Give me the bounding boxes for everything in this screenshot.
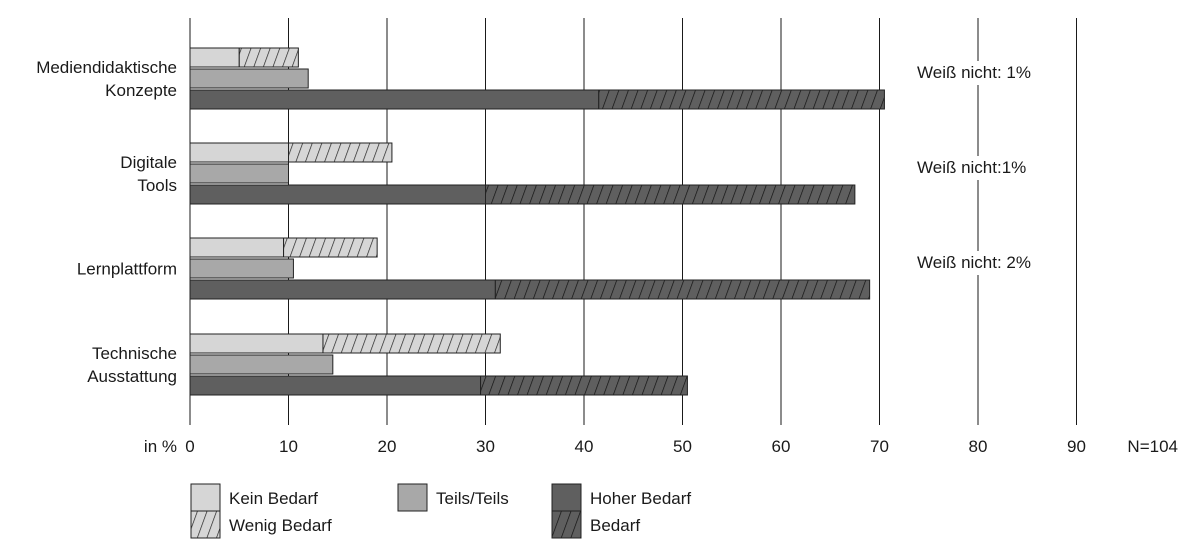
bar-lernplattform-teils-teils xyxy=(189,258,294,279)
bar-digitale-tools-hoher-bedarf xyxy=(189,184,486,205)
category-label-digitale-tools-line-1: Digitale xyxy=(120,153,177,172)
x-tick-label-20: 20 xyxy=(378,437,397,456)
legend-swatch-kein-bedarf xyxy=(190,483,221,512)
bars xyxy=(189,47,885,396)
bar-technische-ausstattung-kein-bedarf xyxy=(189,333,324,354)
x-tick-label-10: 10 xyxy=(279,437,298,456)
x-tick-label-80: 80 xyxy=(969,437,988,456)
x-tick-label-60: 60 xyxy=(772,437,791,456)
bar-mediendidaktische-konzepte-kein-bedarf xyxy=(189,47,240,68)
annotation-weiss-nicht-digitale-tools: Weiß nicht:1% xyxy=(917,158,1026,177)
x-tick-label-90: 90 xyxy=(1067,437,1086,456)
legend-label-kein-bedarf: Kein Bedarf xyxy=(229,489,318,508)
category-label-technische-ausstattung-line-1: Technische xyxy=(92,344,177,363)
bar-mediendidaktische-konzepte-wenig-bedarf xyxy=(238,47,299,68)
legend-swatch-bedarf xyxy=(551,510,582,539)
bar-technische-ausstattung-wenig-bedarf xyxy=(322,333,501,354)
bar-digitale-tools-kein-bedarf xyxy=(189,142,289,163)
category-label-technische-ausstattung-line-2: Ausstattung xyxy=(87,367,177,386)
annotation-bg-0 xyxy=(908,61,1076,85)
x-tick-label-70: 70 xyxy=(870,437,889,456)
annotation-bg-2 xyxy=(908,251,1076,275)
bar-mediendidaktische-konzepte-teils-teils xyxy=(189,68,309,89)
x-tick-label-30: 30 xyxy=(476,437,495,456)
annotation-weiss-nicht-mediendidaktische-konzepte: Weiß nicht: 1% xyxy=(917,63,1031,82)
bar-technische-ausstattung-hoher-bedarf xyxy=(189,375,482,396)
legend-swatch-hoher-bedarf xyxy=(551,483,582,512)
bar-digitale-tools-bedarf xyxy=(485,184,856,205)
bar-lernplattform-bedarf xyxy=(494,279,871,300)
bar-lernplattform-wenig-bedarf xyxy=(283,237,378,258)
x-axis-label: in % xyxy=(144,437,177,456)
legend-swatch-wenig-bedarf xyxy=(190,510,221,539)
x-axis: in % N=104 0 10 20 30 40 50 60 70 80 90 xyxy=(144,437,1178,456)
bar-mediendidaktische-konzepte-bedarf xyxy=(598,89,885,110)
x-tick-label-40: 40 xyxy=(575,437,594,456)
bar-digitale-tools-teils-teils xyxy=(189,163,289,184)
annotation-weiss-nicht-lernplattform: Weiß nicht: 2% xyxy=(917,253,1031,272)
bar-lernplattform-hoher-bedarf xyxy=(189,279,496,300)
category-label-digitale-tools-line-2: Tools xyxy=(137,176,177,195)
x-tick-label-0: 0 xyxy=(185,437,194,456)
bar-technische-ausstattung-teils-teils xyxy=(189,354,334,375)
bar-technische-ausstattung-bedarf xyxy=(480,375,688,396)
bar-mediendidaktische-konzepte-hoher-bedarf xyxy=(189,89,600,110)
legend: Kein Bedarf Wenig Bedarf Teils/Teils Hoher … xyxy=(190,483,691,539)
annotation-bg-1 xyxy=(908,156,1076,180)
bar-lernplattform-kein-bedarf xyxy=(189,237,285,258)
x-tick-label-50: 50 xyxy=(673,437,692,456)
sample-size-note: N=104 xyxy=(1127,437,1178,456)
category-labels: Mediendidaktische Konzepte Digitale Tools Le… xyxy=(36,58,177,386)
legend-swatch-teils-teils xyxy=(397,483,428,512)
category-label-lernplattform: Lernplattform xyxy=(77,260,177,279)
annotations: Weiß nicht: 1% Weiß nicht:1% Weiß nicht: 2… xyxy=(908,61,1076,275)
legend-label-teils-teils: Teils/Teils xyxy=(436,489,509,508)
legend-label-hoher-bedarf: Hoher Bedarf xyxy=(590,489,691,508)
category-label-mediendidaktische-konzepte-line-1: Mediendidaktische xyxy=(36,58,177,77)
category-label-mediendidaktische-konzepte-line-2: Konzepte xyxy=(105,81,177,100)
bar-digitale-tools-wenig-bedarf xyxy=(288,142,393,163)
legend-label-bedarf: Bedarf xyxy=(590,516,640,535)
legend-label-wenig-bedarf: Wenig Bedarf xyxy=(229,516,332,535)
